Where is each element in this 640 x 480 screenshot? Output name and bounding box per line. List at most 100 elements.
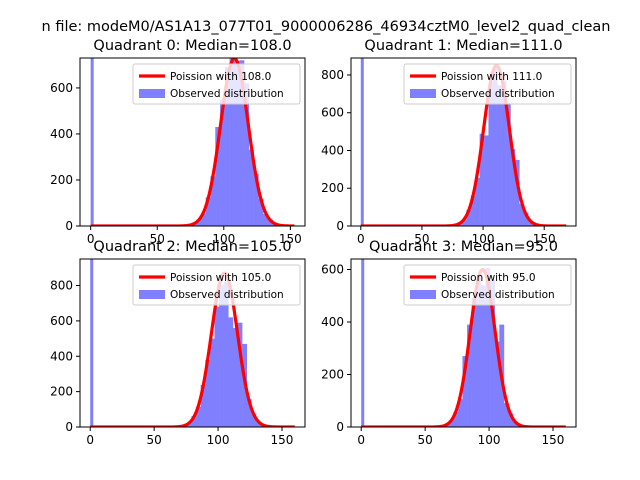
- legend-bar-swatch: [139, 89, 165, 98]
- y-tick-label: 800: [321, 68, 344, 82]
- y-tick-label: 0: [336, 219, 344, 233]
- histogram-bin: [513, 422, 519, 427]
- histogram-bin: [494, 341, 500, 427]
- x-tick-label: 50: [418, 433, 433, 447]
- y-tick-label: 400: [50, 127, 73, 141]
- x-tick-label: 150: [271, 433, 294, 447]
- quadrant-0-plot: 0 50 100 150 0 200 400 600 Poission with 108.0 Ob…: [50, 38, 306, 246]
- legend-label: Observed distribution: [170, 289, 284, 301]
- y-tick-label: 600: [321, 263, 344, 277]
- axes-frame: [350, 258, 577, 428]
- y-tick-label: 400: [321, 143, 344, 157]
- legend: Poission with 108.0 Observed distribution: [132, 63, 301, 105]
- figure-suptitle: n file: modeM0/AS1A13_077T01_9000006286_…: [42, 19, 611, 35]
- histogram-bin: [219, 284, 224, 427]
- y-tick-label: 200: [321, 368, 344, 382]
- x-tick-label: 100: [472, 232, 495, 246]
- histogram-bin: [508, 413, 514, 427]
- histogram-bin: [232, 328, 238, 427]
- plot-title: Quadrant 0: Median=108.0: [93, 38, 291, 54]
- histogram-bin: [519, 203, 524, 226]
- quadrant-1-plot: 0 50 100 150 0 200 400 600 800 Poission with 111.…: [321, 38, 577, 246]
- histogram-bin: [476, 277, 482, 427]
- y-tick-label: 600: [50, 314, 73, 328]
- histogram-bin: [503, 403, 509, 427]
- legend: Poission with 95.0 Observed distribution: [403, 264, 572, 306]
- histogram-bin: [253, 173, 259, 226]
- histogram-bin: [361, 259, 365, 427]
- x-tick-label: 0: [357, 433, 365, 447]
- poisson-curve: [359, 63, 568, 226]
- histogram-bin: [480, 285, 486, 427]
- y-tick-label: 0: [65, 420, 73, 434]
- y-tick-label: 800: [50, 279, 73, 293]
- histogram-bin: [224, 67, 230, 226]
- histogram-bin: [263, 214, 269, 226]
- histogram-bin: [214, 306, 220, 427]
- y-tick-label: 0: [65, 219, 73, 233]
- histogram-bin: [248, 149, 254, 226]
- histogram-bin: [510, 149, 516, 226]
- histogram-bin: [205, 359, 211, 427]
- legend-box: [132, 63, 301, 105]
- histogram-bin: [210, 176, 216, 226]
- poisson-curve: [89, 58, 296, 226]
- quadrant-3-plot: 0 50 100 150 0 200 400 600 Poission with 95.0 Obs…: [321, 239, 577, 447]
- histogram-bin: [497, 85, 502, 226]
- histogram-bin: [205, 197, 211, 226]
- legend: Poission with 105.0 Observed distribution: [132, 264, 301, 306]
- histogram-bin: [485, 267, 491, 427]
- quadrant-2-plot: 0 50 100 150 0 200 400 600 800 Poission with 105.…: [50, 239, 306, 447]
- x-tick-label: 50: [150, 232, 165, 246]
- x-tick-label: 0: [86, 433, 94, 447]
- histogram-bin: [186, 423, 192, 427]
- histogram-bin: [209, 338, 215, 427]
- histogram-bin: [448, 420, 454, 427]
- histogram-bin: [244, 83, 250, 226]
- histogram-bin: [246, 399, 252, 427]
- histogram-bin: [470, 195, 476, 226]
- y-tick-label: 0: [336, 420, 344, 434]
- plot-title: Quadrant 1: Median=111.0: [364, 38, 562, 54]
- histogram-bin: [255, 421, 261, 427]
- x-tick-label: 0: [357, 232, 365, 246]
- histogram-bin: [484, 135, 489, 226]
- legend-label: Observed distribution: [170, 88, 284, 100]
- y-tick-label: 400: [50, 349, 73, 363]
- y-tick-label: 200: [321, 181, 344, 195]
- plot-title: Quadrant 3: Median=95.0: [369, 239, 558, 255]
- axes-frame: [79, 57, 306, 227]
- histogram-bin: [492, 66, 498, 226]
- legend-bar-swatch: [410, 89, 436, 98]
- legend-label: Poission with 95.0: [441, 272, 536, 284]
- histogram-bin: [466, 209, 472, 226]
- histogram-bin: [258, 198, 264, 226]
- plot-title: Quadrant 2: Median=105.0: [93, 239, 291, 255]
- histogram-bin: [228, 317, 234, 427]
- y-tick-label: 600: [321, 106, 344, 120]
- legend-label: Observed distribution: [441, 289, 555, 301]
- histogram-bin: [200, 384, 206, 427]
- legend-label: Poission with 108.0: [170, 71, 271, 83]
- y-tick-label: 200: [50, 173, 73, 187]
- histogram-bin: [467, 324, 472, 427]
- legend-box: [403, 63, 572, 105]
- x-tick-label: 100: [212, 232, 235, 246]
- histogram-bin: [506, 103, 511, 226]
- legend-bar-swatch: [410, 290, 436, 299]
- histogram-bin: [457, 399, 463, 427]
- histogram-bin: [471, 297, 477, 427]
- histogram-bin: [488, 82, 494, 226]
- histogram-bin: [215, 127, 221, 226]
- histogram-bin: [523, 212, 529, 226]
- legend-label: Observed distribution: [441, 88, 555, 100]
- x-tick-label: 0: [87, 232, 95, 246]
- poisson-curve: [89, 271, 296, 427]
- histogram-bin: [267, 219, 274, 226]
- x-tick-label: 150: [542, 433, 565, 447]
- x-tick-label: 100: [207, 433, 230, 447]
- axes-frame: [79, 258, 306, 428]
- legend-box: [132, 264, 301, 306]
- y-tick-label: 200: [50, 385, 73, 399]
